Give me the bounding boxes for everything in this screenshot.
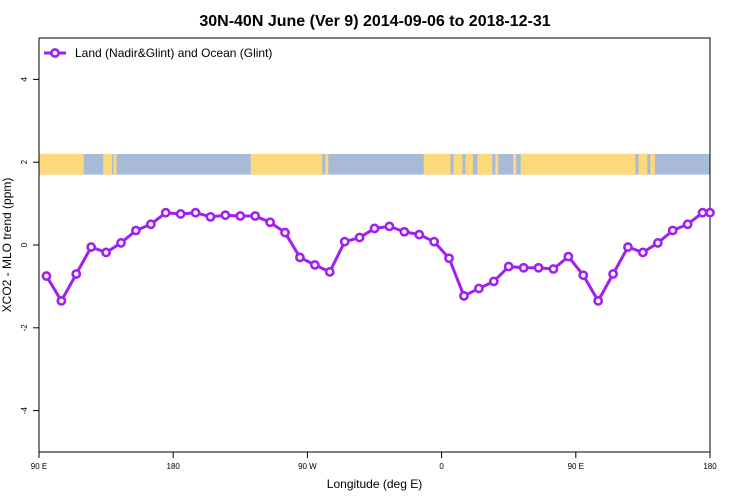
land-segment — [103, 153, 113, 175]
x-axis: 90 E 180 90 W 0 90 E 180 — [31, 452, 717, 471]
data-point — [667, 225, 678, 236]
data-point — [503, 261, 514, 272]
y-tick-label: 0 — [20, 242, 29, 247]
legend-marker — [50, 48, 60, 58]
data-point — [116, 238, 126, 248]
y-axis-title: XCO2 - MLO trend (ppm) — [0, 178, 14, 313]
data-point — [220, 210, 231, 221]
land-segment — [477, 153, 493, 175]
x-tick-label: 0 — [439, 462, 444, 471]
data-point — [101, 247, 111, 258]
y-tick-label: -2 — [20, 324, 29, 332]
land-segment — [638, 153, 648, 175]
data-point — [56, 295, 67, 306]
data-point — [295, 252, 305, 263]
chart-title: 30N-40N June (Ver 9) 2014-09-06 to 2018-… — [199, 13, 550, 30]
land-segment — [423, 153, 451, 175]
land-segment — [650, 153, 655, 175]
land-segment — [495, 153, 499, 175]
data-point — [309, 259, 320, 270]
data-point — [682, 219, 693, 230]
data-point — [250, 211, 261, 221]
data-point — [488, 276, 499, 287]
land-segment — [250, 153, 323, 175]
x-tick-label: 180 — [703, 462, 717, 471]
data-point — [190, 207, 201, 218]
data-point — [429, 236, 440, 247]
land-segment — [465, 153, 473, 175]
series-line — [45, 211, 710, 303]
data-point — [369, 223, 380, 234]
data-point — [593, 295, 604, 306]
data-point — [652, 238, 663, 248]
x-tick-label: 90 E — [568, 462, 584, 471]
y-tick-label: 4 — [20, 77, 29, 82]
land-segment — [520, 153, 636, 175]
data-point — [324, 267, 335, 277]
data-point — [235, 211, 246, 221]
data-point — [548, 264, 559, 274]
data-point — [354, 232, 365, 243]
land-segment — [325, 153, 329, 175]
y-axis: -4 -2 0 2 4 — [20, 77, 39, 414]
data-point — [578, 270, 589, 281]
data-point — [131, 225, 141, 236]
land-ocean-mask — [39, 153, 710, 175]
data-point — [339, 236, 350, 247]
data-point — [697, 207, 708, 218]
data-point — [280, 227, 290, 238]
data-point — [533, 262, 544, 273]
data-point — [518, 262, 529, 273]
data-point — [86, 242, 97, 252]
legend: Land (Nadir&Glint) and Ocean (Glint) — [44, 46, 272, 60]
data-point — [459, 291, 469, 301]
x-tick-label: 90 W — [298, 462, 317, 471]
data-point — [145, 219, 156, 230]
data-point — [41, 271, 52, 281]
data-point — [608, 269, 618, 279]
plot-frame — [38, 37, 711, 453]
series-layer — [41, 207, 715, 306]
x-tick-label: 90 E — [31, 462, 47, 471]
y-tick-label: 2 — [20, 159, 29, 164]
data-point — [638, 247, 648, 258]
data-point — [384, 221, 395, 232]
data-point — [265, 217, 276, 228]
data-point — [175, 209, 186, 219]
land-segment — [453, 153, 463, 175]
data-point — [71, 269, 82, 279]
legend-label: Land (Nadir&Glint) and Ocean (Glint) — [75, 46, 272, 60]
data-point — [205, 211, 216, 222]
data-point — [444, 253, 454, 264]
data-point — [623, 242, 633, 252]
data-point — [160, 207, 171, 218]
land-segment — [39, 153, 84, 175]
land-segment — [113, 153, 117, 175]
data-point — [414, 229, 425, 240]
data-point — [399, 226, 410, 237]
land-segment — [513, 153, 517, 175]
x-axis-title: Longitude (deg E) — [327, 477, 422, 491]
data-point — [705, 207, 715, 218]
data-point — [473, 283, 484, 294]
data-point — [563, 251, 574, 262]
y-tick-label: -4 — [20, 406, 29, 414]
x-tick-label: 180 — [167, 462, 181, 471]
